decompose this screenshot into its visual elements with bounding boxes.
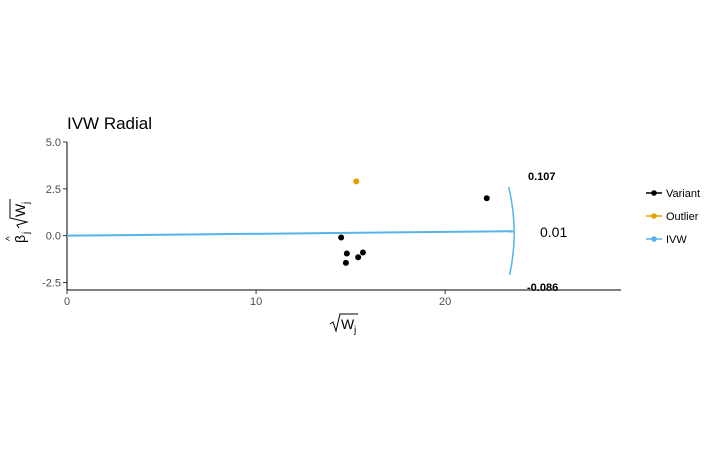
variant-point xyxy=(343,250,350,257)
ivw-line xyxy=(66,230,514,237)
ci-upper-label: 0.107 xyxy=(528,171,556,183)
x-ticks: 0 10 20 xyxy=(64,290,451,308)
estimate-label: 0.01 xyxy=(540,224,567,240)
chart-title: IVW Radial xyxy=(67,114,152,133)
svg-text:j: j xyxy=(353,325,356,336)
y-tick-label: 2.5 xyxy=(46,184,61,196)
variant-point xyxy=(338,234,345,241)
ivw-ci-arc xyxy=(507,186,515,276)
x-tick-label: 0 xyxy=(64,296,70,308)
y-tick-label: 0.0 xyxy=(46,231,61,243)
legend-label-variant: Variant xyxy=(666,188,700,200)
x-tick-label: 20 xyxy=(439,296,451,308)
svg-text:W: W xyxy=(341,316,355,332)
legend-key-marker xyxy=(651,236,657,242)
x-tick-label: 10 xyxy=(250,296,262,308)
variant-point xyxy=(355,254,362,261)
variant-point xyxy=(483,195,490,202)
variant-point xyxy=(342,259,349,266)
y-ticks: -2.5 0.0 2.5 5.0 xyxy=(42,137,67,290)
legend-label-ivw: IVW xyxy=(666,234,687,246)
y-axis-label: β ^ j W j xyxy=(5,199,32,243)
legend-key-marker xyxy=(651,213,657,219)
variant-point xyxy=(359,249,366,256)
x-axis-label: W j xyxy=(329,313,358,336)
ivw-fit xyxy=(66,186,515,276)
svg-text:W: W xyxy=(12,203,28,217)
data-points xyxy=(338,178,490,266)
legend-key-marker xyxy=(651,190,657,196)
svg-text:j: j xyxy=(21,202,32,205)
axes xyxy=(66,142,621,291)
y-tick-label: -2.5 xyxy=(42,278,61,290)
y-tick-label: 5.0 xyxy=(46,137,61,149)
outlier-point xyxy=(353,178,360,185)
svg-text:j: j xyxy=(21,232,32,235)
svg-text:^: ^ xyxy=(5,236,16,241)
svg-text:β: β xyxy=(12,235,28,243)
legend: Variant Outlier IVW xyxy=(646,188,700,246)
legend-label-outlier: Outlier xyxy=(666,211,699,223)
ci-lower-label: -0.086 xyxy=(527,282,558,294)
